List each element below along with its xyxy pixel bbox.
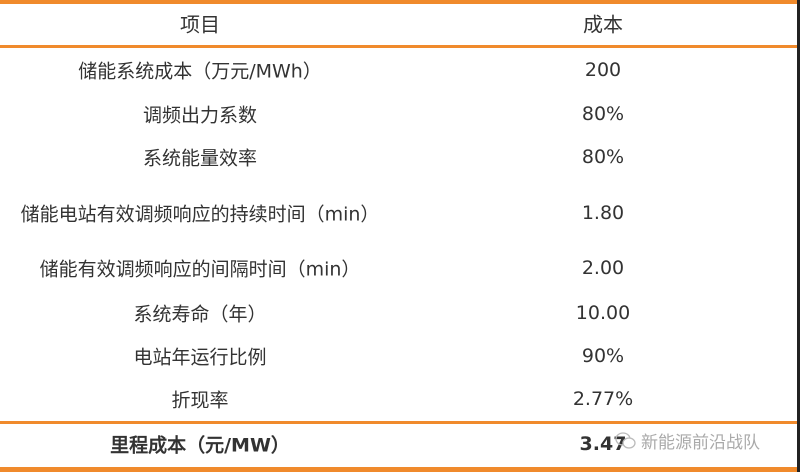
row-value: 80% [581, 103, 625, 125]
row-value: 2.00 [581, 257, 625, 279]
header-rule [0, 45, 800, 48]
total-rule [0, 421, 800, 424]
watermark: 新能源前沿战队 [615, 428, 760, 453]
wechat-icon [615, 431, 636, 449]
row-item: 储能有效调频响应的间隔时间（min） [39, 258, 361, 281]
row-value: 90% [581, 345, 625, 367]
watermark-text: 新能源前沿战队 [641, 433, 760, 453]
total-item: 里程成本（元/MW） [110, 434, 290, 457]
row-item: 电站年运行比例 [133, 346, 267, 369]
total-value: 3.47 [579, 433, 627, 455]
row-item: 储能电站有效调频响应的持续时间（min） [20, 203, 380, 226]
right-edge [797, 0, 800, 472]
header-cost: 成本 [583, 12, 623, 37]
bottom-rule [0, 467, 800, 472]
header-item: 项目 [180, 12, 220, 37]
row-item: 系统能量效率 [142, 147, 258, 170]
row-value: 10.00 [575, 302, 631, 324]
row-item: 储能系统成本（万元/MWh） [78, 60, 322, 83]
row-item: 折现率 [171, 389, 229, 412]
top-rule [0, 0, 800, 4]
row-value: 2.77% [572, 388, 634, 410]
row-value: 200 [584, 59, 622, 81]
row-value: 80% [581, 146, 625, 168]
row-item: 系统寿命（年） [133, 303, 267, 326]
row-item: 调频出力系数 [142, 104, 258, 127]
row-value: 1.80 [581, 202, 625, 224]
